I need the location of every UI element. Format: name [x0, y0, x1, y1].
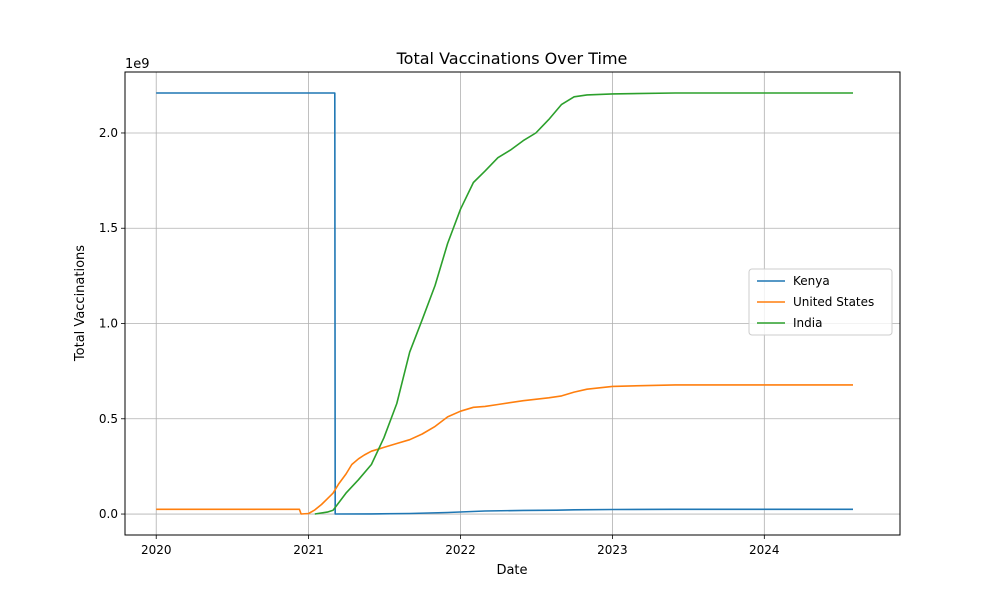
x-axis-ticks: 2020 2021 2022 2023 2024 [141, 535, 780, 557]
y-tick-label: 0.5 [99, 412, 118, 426]
y-offset-text: 1e9 [125, 57, 150, 72]
y-axis-ticks: 0.0 0.5 1.0 1.5 2.0 [99, 126, 125, 521]
legend-label-india: India [793, 316, 822, 330]
y-tick-label: 2.0 [99, 126, 118, 140]
series-line-united-states [156, 384, 853, 515]
chart-title: Total Vaccinations Over Time [396, 49, 628, 68]
series-line-india [314, 92, 853, 515]
x-tick-label: 2021 [293, 543, 324, 557]
series-line-kenya [156, 92, 853, 515]
x-tick-label: 2022 [445, 543, 476, 557]
y-tick-label: 1.5 [99, 221, 118, 235]
plot-frame [124, 71, 901, 536]
x-tick-label: 2023 [597, 543, 628, 557]
legend-label-united-states: United States [793, 295, 874, 309]
x-tick-label: 2024 [749, 543, 780, 557]
y-tick-label: 1.0 [99, 317, 118, 331]
x-axis-label: Date [496, 563, 527, 578]
y-tick-label: 0.0 [99, 507, 118, 521]
y-axis-label: Total Vaccinations [73, 245, 88, 362]
x-tick-label: 2020 [141, 543, 172, 557]
series-lines [156, 92, 853, 515]
legend-box [748, 268, 893, 336]
legend-label-kenya: Kenya [793, 274, 830, 288]
legend: Kenya United States India [748, 268, 893, 336]
